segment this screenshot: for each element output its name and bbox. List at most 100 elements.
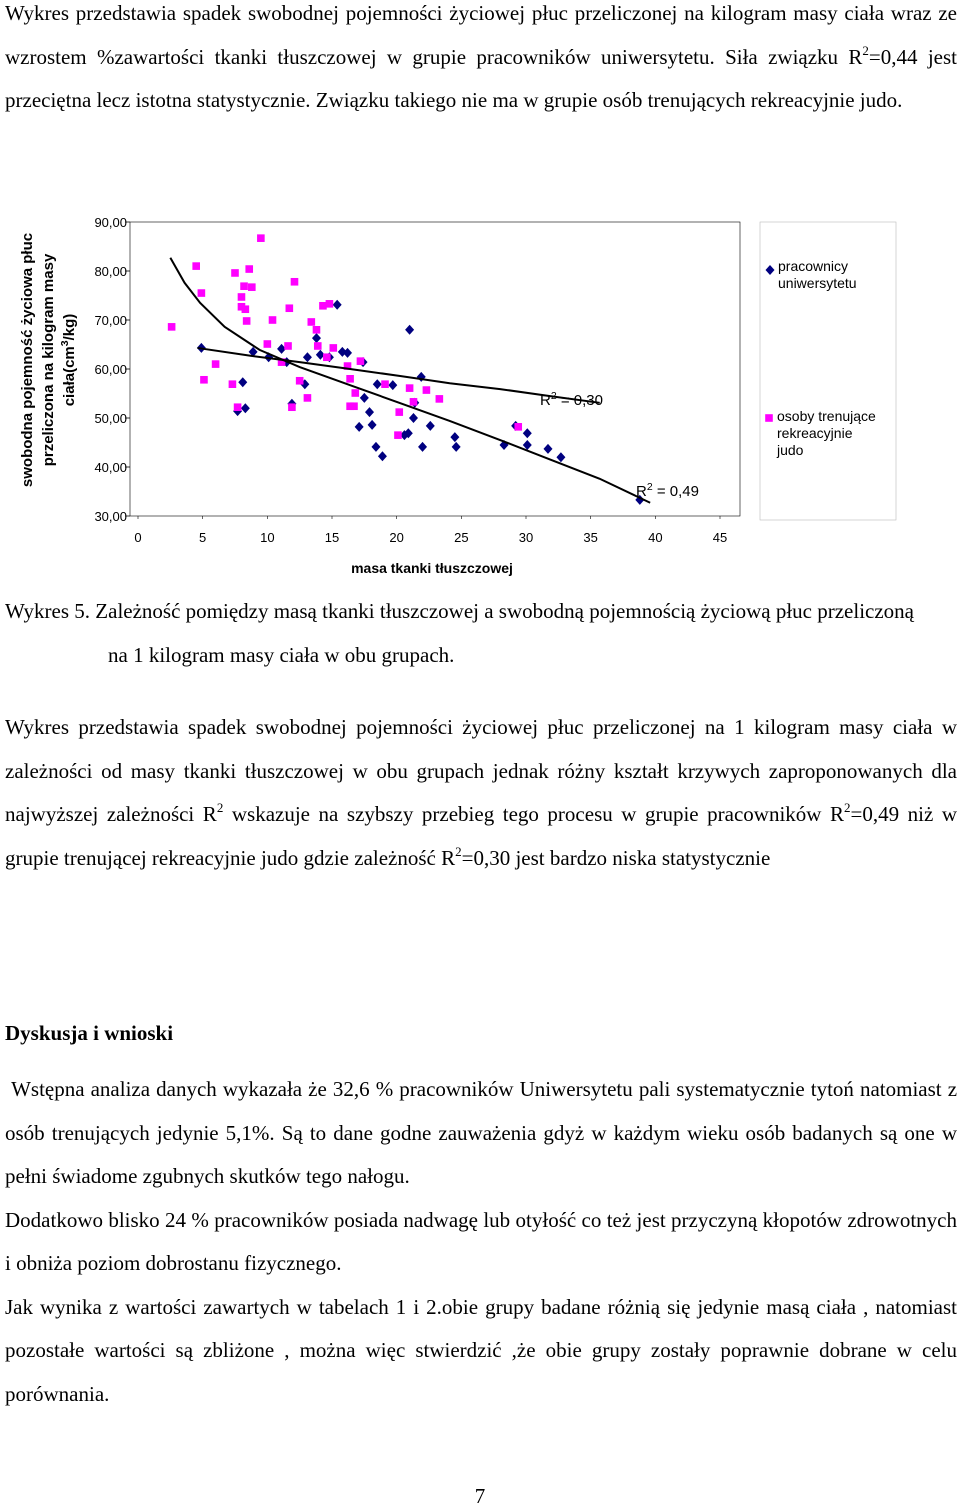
y-axis-label: przeliczona na kilogram masy — [40, 253, 57, 466]
data-point — [237, 302, 246, 311]
data-point — [346, 402, 354, 411]
x-tick-label: 25 — [454, 530, 468, 545]
text: =0,49 niż w grupie trenującej rekreacyjn… — [5, 802, 958, 870]
text: wskazuje na szybszy przebieg tego proces… — [223, 802, 845, 826]
data-point — [228, 380, 237, 388]
data-point — [377, 451, 387, 462]
text: =0,30 jest bardzo niska statystycznie — [461, 845, 771, 870]
chart: 30,00 40,00 50,00 60,00 70,00 80,00 90,00 0 5 10 1… — [19, 215, 897, 576]
data-point — [285, 304, 294, 313]
data-point — [514, 423, 523, 431]
data-point — [409, 398, 418, 406]
data-point — [365, 407, 375, 418]
superscript: 2 — [862, 42, 869, 58]
data-point — [237, 293, 246, 301]
text: ciała(cm — [61, 346, 78, 406]
legend-label: pracownicy uniwersytetu — [778, 258, 857, 291]
data-point — [211, 360, 220, 368]
data-point — [381, 380, 389, 388]
data-point — [346, 375, 354, 383]
y-tick-label: 80,00 — [94, 264, 127, 279]
annotation: R2​ = 0,49 — [636, 481, 699, 500]
text: = 0,49 — [653, 483, 699, 500]
data-point — [311, 333, 321, 344]
data-point — [302, 352, 312, 363]
trend-line — [169, 257, 651, 504]
data-point — [356, 357, 365, 365]
data-point — [405, 324, 415, 335]
data-point — [200, 375, 208, 384]
data-point — [315, 349, 325, 360]
data-point — [242, 317, 251, 325]
data-point — [405, 384, 414, 392]
x-tick-label: 15 — [325, 530, 339, 545]
data-point — [408, 413, 418, 423]
data-point — [231, 269, 239, 277]
data-point — [332, 299, 342, 310]
data-point — [403, 428, 413, 439]
figure-caption: Wykres 5. Zależność pomiędzy masą tkanki… — [5, 599, 914, 667]
data-point — [257, 234, 265, 242]
x-tick-label: 10 — [260, 530, 274, 545]
x-tick-label: 40 — [648, 530, 662, 545]
x-tick-label: 0 — [134, 530, 141, 545]
data-point — [323, 353, 331, 362]
legend-box — [759, 221, 897, 521]
y-tick-label: 90,00 — [94, 215, 127, 230]
data-point — [422, 386, 431, 394]
data-point — [192, 262, 200, 270]
data-point — [522, 439, 532, 450]
text: swobodna pojemność życiowa płuc — [19, 233, 36, 487]
superscript: 2 — [647, 481, 653, 493]
paragraph: Wykres przedstawia spadek swobodnej poje… — [5, 706, 957, 880]
data-point — [238, 377, 248, 388]
y-tick-label: 40,00 — [94, 460, 127, 475]
data-point — [343, 362, 352, 370]
text: Wykres przedstawia spadek swobodnej poje… — [5, 1, 957, 69]
y-tick-label: 60,00 — [94, 362, 127, 377]
data-point — [241, 305, 250, 314]
y-tick-label: 70,00 — [94, 313, 127, 328]
data-point — [313, 342, 322, 350]
data-point — [350, 402, 358, 411]
superscript: 3 — [59, 340, 71, 346]
data-point — [450, 432, 460, 443]
y-axis-label: ciała(cm3​/kg) — [59, 314, 78, 407]
text: R — [540, 392, 551, 409]
superscript: 2 — [455, 843, 462, 859]
data-point — [268, 316, 277, 324]
data-point — [325, 300, 334, 308]
data-point — [435, 395, 444, 403]
x-tick-label: 30 — [519, 530, 533, 545]
superscript: 2 — [551, 390, 557, 402]
data-point — [371, 441, 381, 452]
y-axis-label: swobodna pojemność życiowa płuc — [19, 233, 36, 487]
data-point — [351, 389, 360, 397]
paragraph: Dodatkowo blisko 24 % pracowników posiad… — [5, 1207, 957, 1276]
paragraph: Jak wynika z wartości zawartych w tabela… — [5, 1294, 957, 1406]
text: przeliczona na kilogram masy — [40, 253, 57, 466]
x-axis-label: masa tkanki tłuszczowej — [351, 560, 513, 576]
legend-marker — [765, 414, 773, 422]
superscript: 2 — [216, 800, 224, 815]
data-point — [329, 344, 338, 352]
annotation: R2​ = 0,30 — [540, 390, 603, 409]
data-point — [263, 340, 272, 348]
data-point — [359, 392, 369, 403]
x-tick-label: 45 — [713, 530, 727, 545]
data-point — [367, 419, 377, 430]
text: Wykres przedstawia spadek swobodnej poje… — [5, 715, 957, 826]
data-point — [240, 282, 248, 290]
text: =0,44 jest przeciętna lecz istotna staty… — [5, 44, 957, 113]
data-point — [522, 428, 532, 439]
paragraph: Wstępna analiza danych wykazała że 32,6 … — [5, 1077, 958, 1188]
data-point — [312, 326, 321, 334]
data-point — [284, 342, 292, 350]
data-point — [290, 277, 299, 286]
y-tick-label: 50,00 — [94, 411, 127, 426]
x-tick-label: 5 — [199, 530, 206, 545]
text: R — [636, 483, 647, 500]
data-point — [556, 452, 566, 463]
data-point — [543, 443, 553, 454]
